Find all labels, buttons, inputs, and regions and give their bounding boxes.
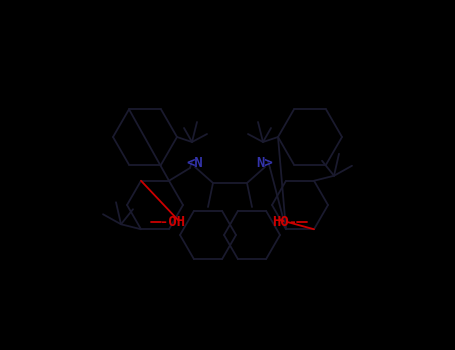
Text: <N: <N	[187, 156, 203, 170]
Text: HO-: HO-	[273, 215, 298, 229]
Text: N>: N>	[257, 156, 273, 170]
Text: -OH: -OH	[161, 215, 186, 229]
